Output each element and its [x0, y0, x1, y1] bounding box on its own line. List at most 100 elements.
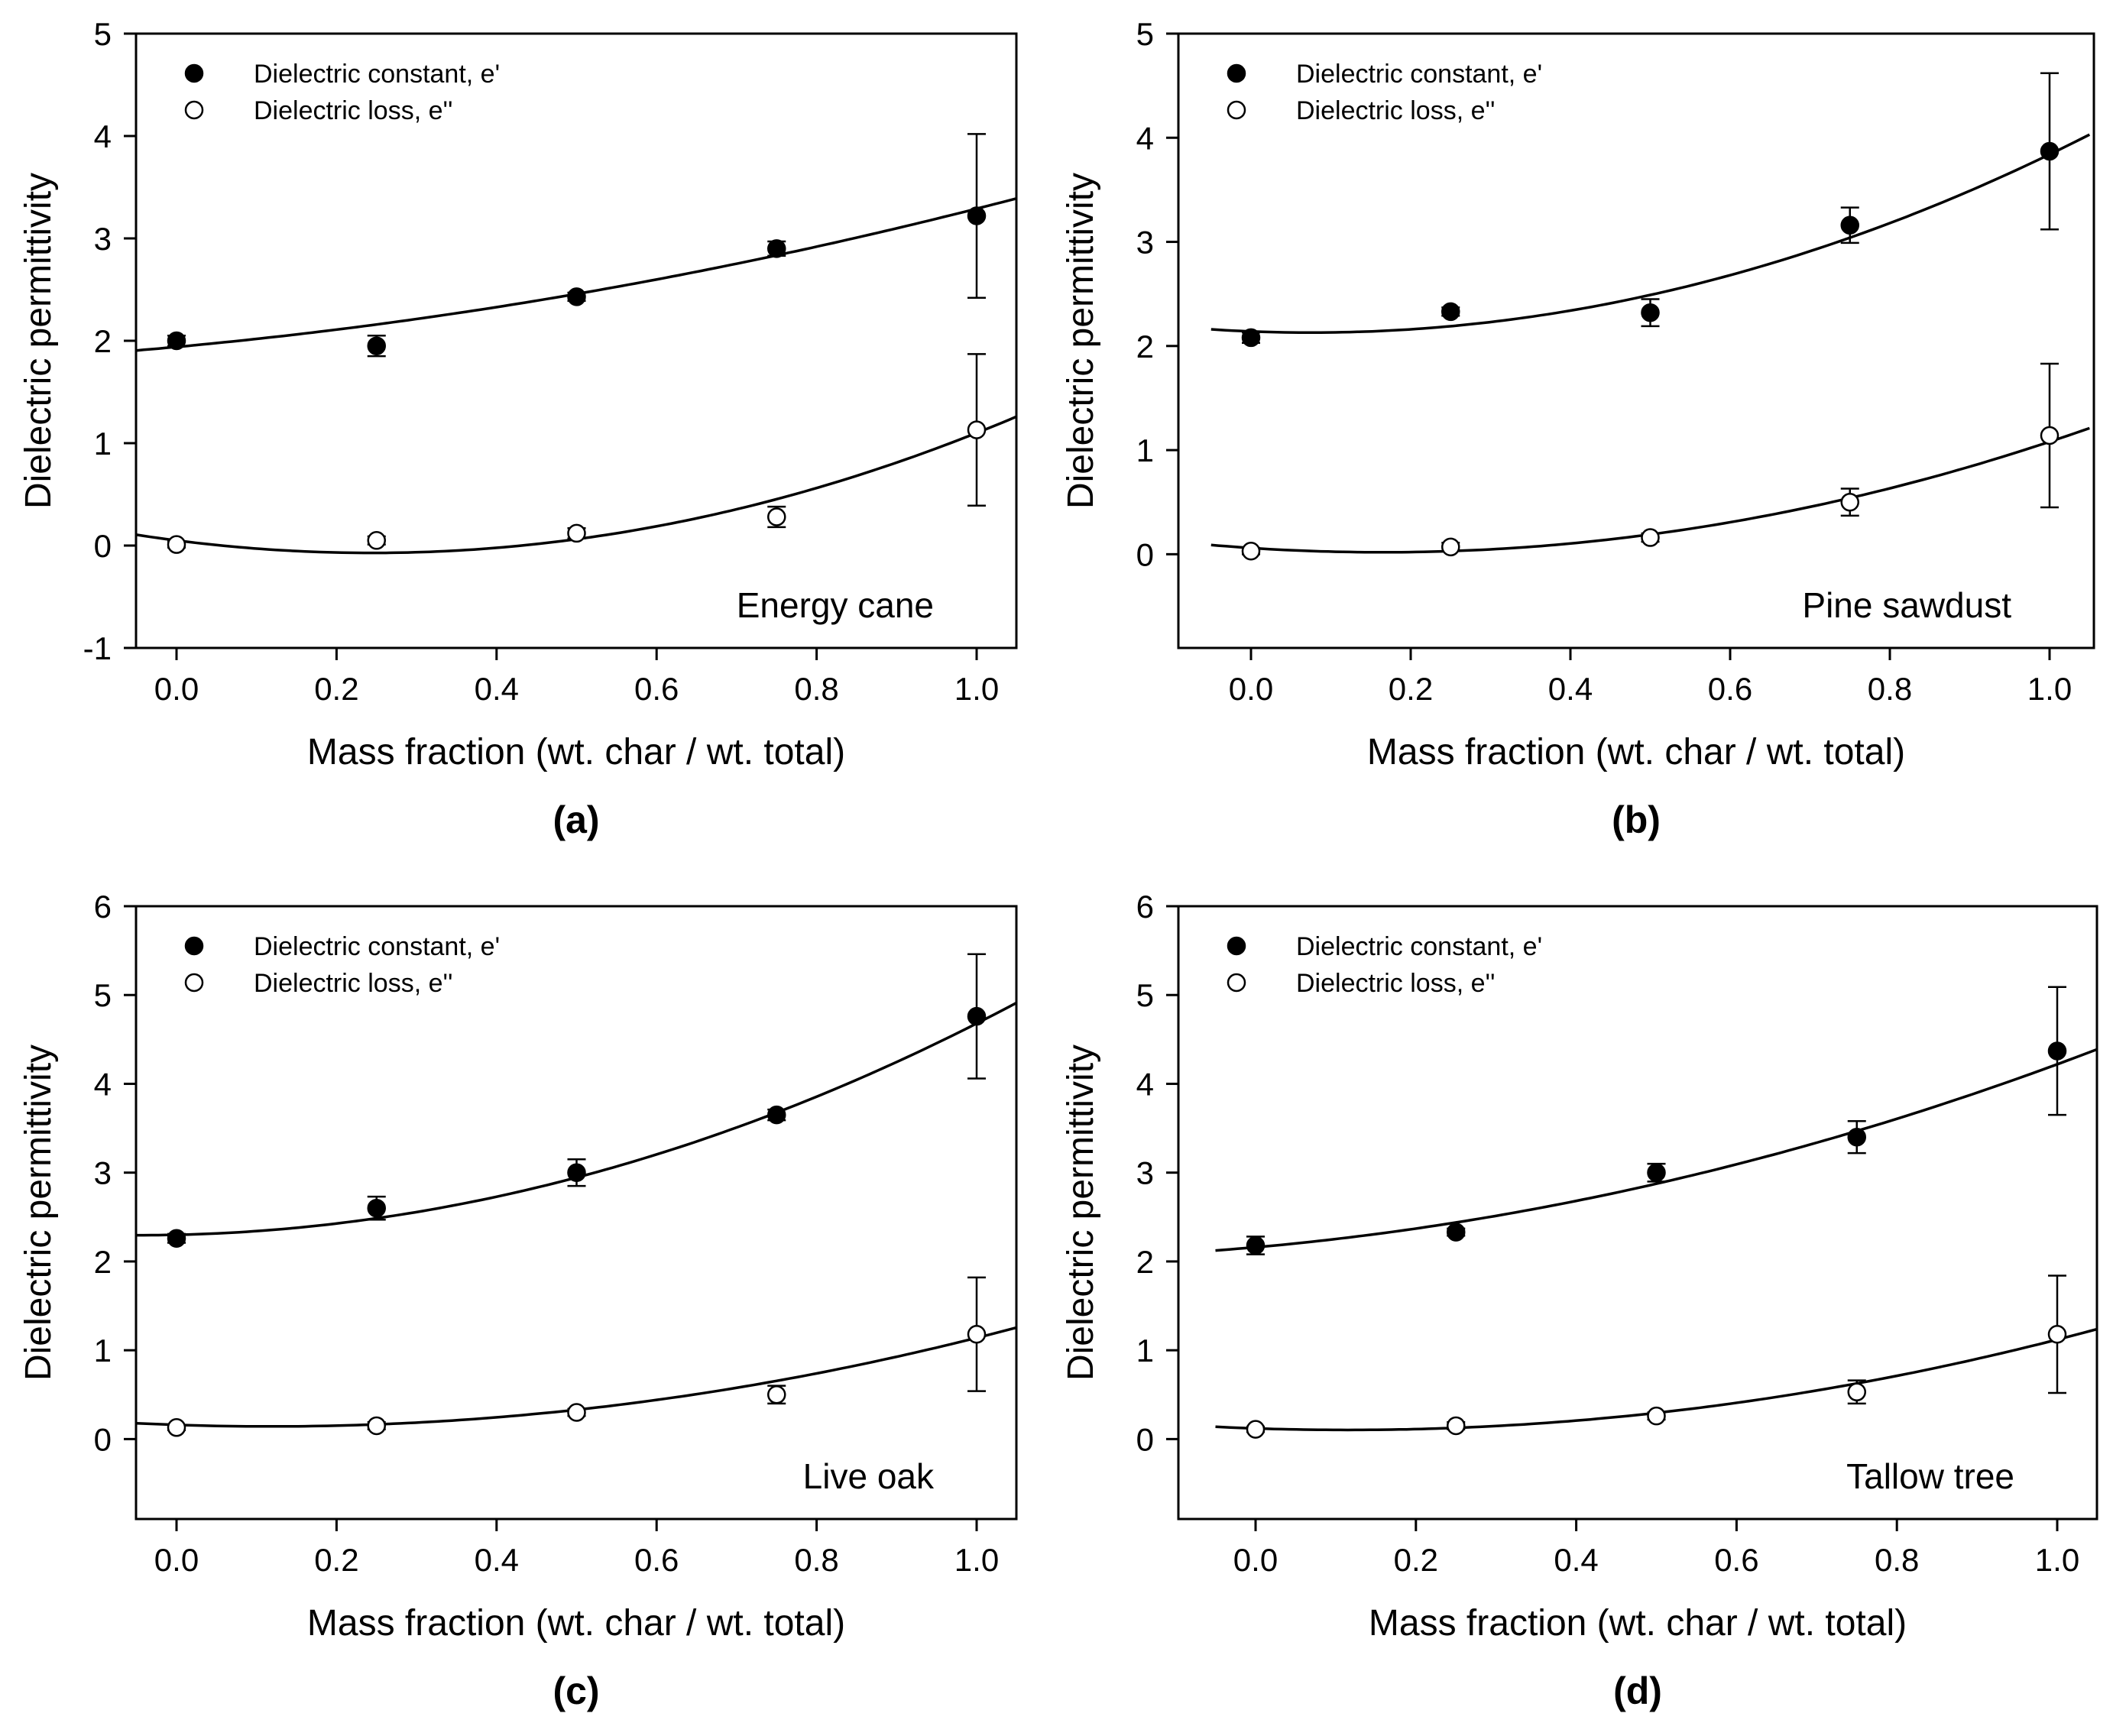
data-point	[1641, 303, 1660, 322]
x-tick-label: 1.0	[2027, 671, 2072, 707]
x-axis-title: Mass fraction (wt. char / wt. total)	[307, 732, 845, 772]
panel-label: (b)	[1612, 798, 1661, 841]
y-tick-label: 2	[94, 323, 112, 359]
sample-annotation: Energy cane	[737, 585, 934, 625]
data-point	[767, 1105, 786, 1125]
plot-frame	[1177, 32, 2095, 649]
data-point	[967, 206, 987, 225]
x-tick-label: 0.4	[1548, 671, 1593, 707]
x-axis-title: Mass fraction (wt. char / wt. total)	[1369, 1603, 1907, 1644]
data-point	[1847, 1127, 1866, 1147]
fit-curve	[1210, 133, 2091, 335]
y-tick-label: 0	[94, 528, 112, 564]
legend-loss-label: Dielectric loss, e''	[254, 969, 453, 998]
y-tick-label: 3	[1136, 1155, 1154, 1191]
data-point	[567, 523, 586, 543]
data-point	[1647, 1406, 1666, 1426]
x-tick-label: 0.8	[794, 671, 838, 707]
y-tick-label: 1	[1136, 1333, 1154, 1368]
data-point	[1246, 1236, 1266, 1255]
y-tick-label: 2	[94, 1244, 112, 1280]
y-tick-label: 2	[1136, 329, 1154, 364]
series-constant	[1215, 986, 2097, 1255]
data-point	[1241, 542, 1261, 561]
data-point	[2047, 1041, 2067, 1061]
y-tick-label: 4	[1136, 1066, 1154, 1102]
data-point	[167, 331, 186, 351]
legend-loss-label: Dielectric loss, e''	[1296, 969, 1496, 998]
plot-frame	[134, 905, 1018, 1521]
x-tick-label: 0.6	[1708, 671, 1752, 707]
series-loss	[1215, 1274, 2097, 1439]
series-loss	[136, 353, 1016, 555]
y-tick-label: 5	[94, 977, 112, 1013]
panel-d: 0.0 0.2 0.4 0.6 0.8 1.0 0 1 2 3 4 5 6 Mass fraction (…	[1061, 889, 2098, 1712]
y-tick-label: 0	[1136, 536, 1154, 572]
sample-annotation: Pine sawdust	[1802, 585, 2011, 625]
series-constant	[1210, 72, 2091, 348]
legend-open-marker	[1227, 973, 1246, 993]
data-point	[1641, 528, 1660, 547]
x-tick-label: 0.2	[1394, 1542, 1438, 1578]
legend-open-marker	[184, 973, 204, 993]
panel-label: (d)	[1613, 1670, 1662, 1712]
data-point	[367, 531, 386, 550]
data-point	[367, 336, 386, 355]
sample-annotation: Tallow tree	[1846, 1456, 2014, 1496]
y-tick-label: 1	[1136, 432, 1154, 468]
y-tick-label: -1	[83, 630, 112, 666]
x-tick-label: 0.6	[634, 1542, 679, 1578]
y-tick-label: 6	[1136, 889, 1154, 925]
data-point	[567, 1163, 586, 1182]
data-point	[1840, 215, 1859, 235]
y-tick-label: 3	[94, 221, 112, 257]
x-tick-label: 0.4	[1554, 1542, 1598, 1578]
y-tick-label: 1	[94, 426, 112, 462]
legend-constant-label: Dielectric constant, e'	[254, 60, 500, 89]
fit-curve	[136, 1001, 1016, 1237]
legend-constant-label: Dielectric constant, e'	[1296, 60, 1542, 89]
data-point	[1647, 1163, 1666, 1182]
y-tick-label: 5	[1136, 977, 1154, 1013]
y-tick-label: 5	[1136, 16, 1154, 52]
y-tick-label: 2	[1136, 1244, 1154, 1280]
x-tick-label: 0.8	[1868, 671, 1912, 707]
x-tick-label: 0.0	[1229, 671, 1273, 707]
x-tick-label: 0.8	[1875, 1542, 1919, 1578]
series-loss	[136, 1276, 1016, 1437]
x-tick-label: 0.2	[314, 1542, 358, 1578]
x-tick-label: 0.6	[1714, 1542, 1758, 1578]
y-tick-label: 3	[1136, 225, 1154, 261]
legend-constant-label: Dielectric constant, e'	[1296, 932, 1542, 961]
fit-curve	[136, 197, 1016, 352]
x-axis-title: Mass fraction (wt. char / wt. total)	[1367, 732, 1905, 772]
legend-filled-marker	[1227, 63, 1246, 83]
data-point	[567, 287, 586, 306]
y-tick-label: 6	[94, 889, 112, 925]
data-point	[1441, 537, 1460, 557]
y-tick-label: 4	[94, 118, 112, 154]
panel-b: 0.0 0.2 0.4 0.6 0.8 1.0 0 1 2 3 4 5 Mass fraction (w…	[1061, 16, 2095, 841]
data-point	[2040, 141, 2060, 161]
x-axis-title: Mass fraction (wt. char / wt. total)	[307, 1603, 845, 1644]
y-tick-label: 4	[1136, 120, 1154, 156]
panel-label: (a)	[553, 798, 599, 841]
plot-frame	[134, 32, 1018, 649]
y-tick-label: 3	[94, 1155, 112, 1191]
data-point	[167, 535, 186, 554]
data-point	[1441, 302, 1460, 322]
data-point	[1847, 1382, 1866, 1402]
data-point	[367, 1198, 386, 1218]
data-point	[167, 1229, 186, 1248]
data-point	[1241, 328, 1261, 348]
data-point	[1840, 492, 1859, 512]
legend-loss-label: Dielectric loss, e''	[254, 96, 453, 125]
fit-curve	[1215, 1048, 2097, 1252]
x-tick-label: 1.0	[954, 1542, 999, 1578]
x-tick-label: 1.0	[2035, 1542, 2079, 1578]
x-tick-label: 0.0	[154, 671, 199, 707]
y-axis-title: Dielectric permittivity	[1061, 173, 1101, 509]
data-point	[967, 1324, 987, 1344]
y-axis-title: Dielectric permittivity	[1061, 1045, 1101, 1381]
